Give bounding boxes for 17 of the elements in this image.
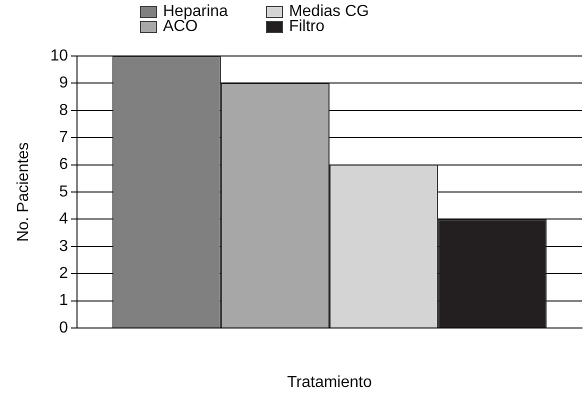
y-tick-label: 9 (59, 74, 68, 92)
legend-label: Filtro (288, 18, 324, 35)
y-tick-label: 3 (59, 238, 68, 255)
y-axis-title: No. Pacientes (15, 142, 32, 242)
y-tick-label: 0 (59, 319, 68, 336)
y-tick-label: 10 (50, 47, 68, 64)
y-tick-label: 5 (59, 183, 68, 200)
y-tick-label: 7 (59, 129, 68, 146)
y-tick-label: 2 (59, 265, 68, 282)
y-tick-label: 6 (59, 156, 68, 174)
y-tick-label: 1 (59, 292, 68, 310)
legend-label: Medias CG (288, 3, 369, 20)
y-tick-label: 4 (59, 210, 68, 228)
legend-label: Heparina (163, 3, 228, 20)
x-axis-title: Tratamiento (287, 374, 372, 391)
y-tick-label: 8 (59, 102, 68, 119)
legend-label: ACO (163, 18, 198, 35)
